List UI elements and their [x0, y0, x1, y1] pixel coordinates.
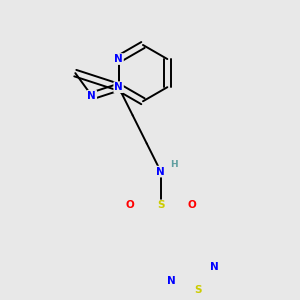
- Text: N: N: [156, 167, 165, 177]
- Text: O: O: [188, 200, 196, 210]
- Text: N: N: [210, 262, 219, 272]
- Text: H: H: [170, 160, 177, 169]
- Text: N: N: [114, 82, 123, 92]
- Text: N: N: [167, 276, 176, 286]
- Text: N: N: [114, 54, 123, 64]
- Text: O: O: [125, 200, 134, 210]
- Text: S: S: [194, 285, 202, 295]
- Text: N: N: [88, 91, 96, 101]
- Text: S: S: [157, 200, 165, 210]
